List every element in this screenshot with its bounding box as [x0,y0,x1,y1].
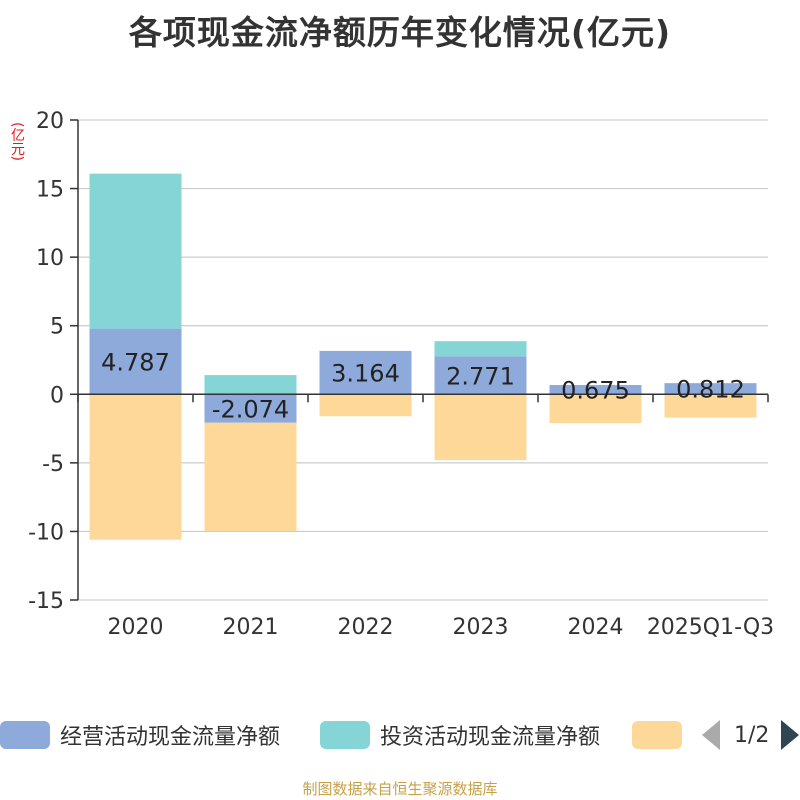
y-tick-label: -5 [42,452,64,477]
data-label: 4.787 [101,348,170,376]
pager-next-icon[interactable] [781,720,800,750]
data-label: 2.771 [446,362,515,390]
bar-operating-2023[interactable] [434,356,527,395]
legend-item-investing[interactable]: 投资活动现金流量净额 [320,716,600,754]
y-tick-label: 5 [50,315,64,340]
x-tick-label: 2023 [453,615,509,640]
legend-swatch-operating [0,721,50,749]
legend-item-financing[interactable] [632,716,692,754]
pager-text: 1/2 [734,722,770,748]
data-label: 0.812 [676,376,745,404]
pager-prev-icon[interactable] [702,720,720,750]
legend: 经营活动现金流量净额 投资活动现金流量净额 1/2 [0,716,800,754]
x-tick-label: 2024 [568,615,624,640]
y-tick-label: -10 [28,520,64,545]
bar-operating-2022[interactable] [319,350,412,395]
data-label: -2.074 [212,396,289,424]
x-tick-label: 2022 [338,615,394,640]
x-tick-label: 2025Q1-Q3 [647,615,774,640]
bar-financing-2024[interactable] [549,394,642,424]
x-tick-label: 2020 [108,615,164,640]
bar-investing-2020[interactable] [89,173,182,329]
bar-operating-2021[interactable] [204,394,297,423]
legend-pager: 1/2 [702,720,800,750]
bar-investing-2023[interactable] [434,341,527,357]
legend-swatch-financing [632,721,682,749]
data-label: 3.164 [331,360,400,388]
y-tick-label: -15 [28,589,64,614]
bar-financing-2025Q1-Q3[interactable] [664,394,757,418]
bar-financing-2021[interactable] [204,422,297,532]
legend-swatch-investing [320,721,370,749]
data-source: 制图数据来自恒生聚源数据库 [302,780,498,798]
y-tick-label: 20 [36,109,64,134]
y-tick-label: 10 [36,246,64,271]
cashflow-chart: 20 15 10 5 0 -5 -10 -15 2020 2021 2022 2023 2024 2025… [28,109,774,640]
chart-title: 各项现金流净额历年变化情况(亿元) [128,13,672,52]
legend-label-operating: 经营活动现金流量净额 [60,725,281,750]
bar-operating-2024[interactable] [549,385,642,395]
bar-operating-2020[interactable] [89,328,182,395]
bar-financing-2022[interactable] [319,394,412,417]
y-tick-label: 0 [50,383,64,408]
y-axis-unit: (亿元) [9,122,25,161]
y-tick-label: 15 [36,178,64,203]
x-tick-label: 2021 [223,615,279,640]
legend-item-operating[interactable]: 经营活动现金流量净额 [0,716,280,754]
bar-financing-2020[interactable] [89,394,182,540]
bar-investing-2021[interactable] [204,375,297,395]
data-label: 0.675 [561,377,630,405]
bar-financing-2023[interactable] [434,394,527,461]
legend-label-investing: 投资活动现金流量净额 [380,725,601,750]
bar-operating-2025Q1-Q3[interactable] [664,383,757,395]
